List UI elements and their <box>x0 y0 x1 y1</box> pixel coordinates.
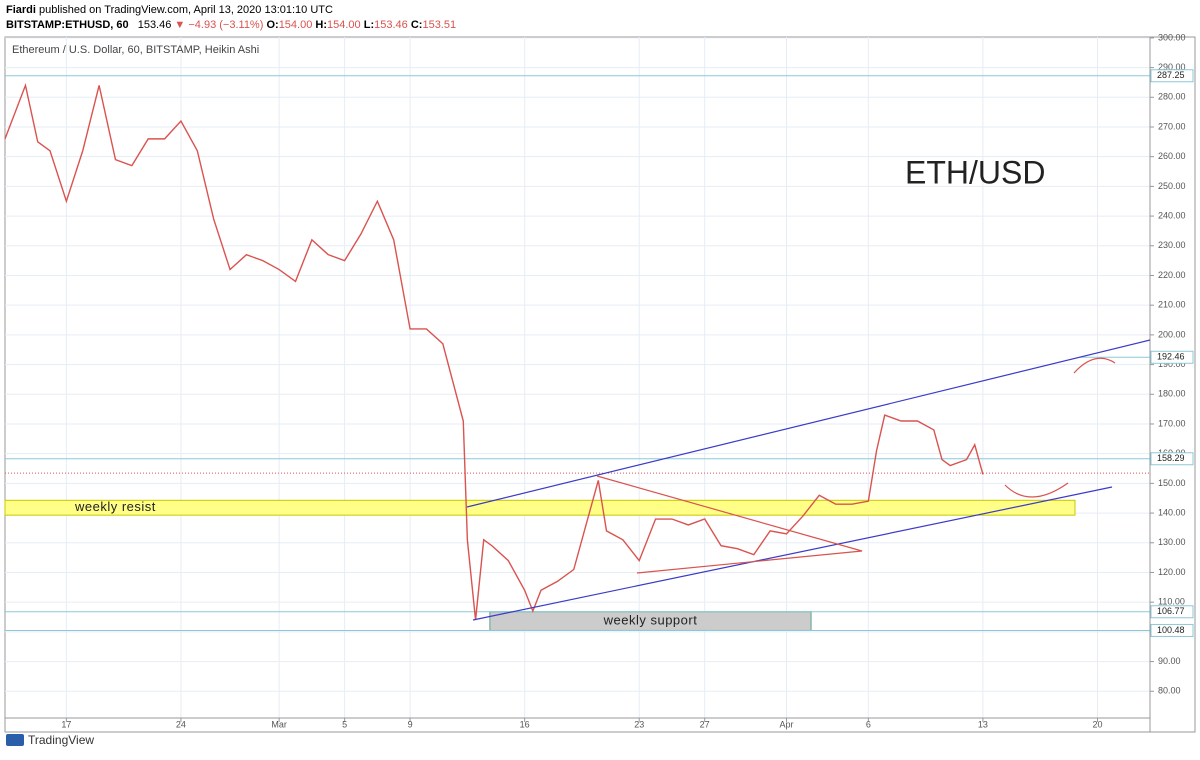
x-tick-label: Apr <box>780 719 794 729</box>
x-tick-label: 24 <box>176 719 186 729</box>
y-tick-label: 300.00 <box>1158 32 1186 42</box>
published: published on TradingView.com, April 13, … <box>39 4 333 16</box>
level-label: 106.77 <box>1157 606 1185 616</box>
y-tick-label: 120.00 <box>1158 567 1186 577</box>
y-tick-label: 90.00 <box>1158 656 1181 666</box>
symbol: BITSTAMP:ETHUSD, 60 <box>6 19 129 31</box>
channel-lower <box>472 486 1113 621</box>
brand: TradingView <box>28 733 94 747</box>
ohlc-key: L: <box>364 19 374 31</box>
y-tick-label: 180.00 <box>1158 389 1186 399</box>
channel-upper <box>466 339 1151 508</box>
arrow-curve <box>1004 482 1069 498</box>
drawings <box>466 339 1151 621</box>
x-tick-label: 17 <box>61 719 71 729</box>
publish-line: Fiardi published on TradingView.com, Apr… <box>6 4 333 16</box>
logo-icon <box>6 734 24 746</box>
ohlc-value: 153.46 <box>374 19 408 31</box>
y-tick-label: 230.00 <box>1158 240 1186 250</box>
y-tick-label: 190.00 <box>1158 359 1186 369</box>
level-label: 287.25 <box>1157 70 1185 80</box>
x-tick-label: 16 <box>520 719 530 729</box>
y-tick-label: 210.00 <box>1158 300 1186 310</box>
y-tick-label: 260.00 <box>1158 151 1186 161</box>
x-tick-label: 13 <box>978 719 988 729</box>
y-tick-label: 220.00 <box>1158 270 1186 280</box>
chart-frame <box>4 36 1196 733</box>
y-tick-label: 110.00 <box>1158 597 1185 607</box>
y-tick-label: 80.00 <box>1158 686 1181 696</box>
level-box <box>1150 452 1194 466</box>
x-tick-label: 6 <box>866 719 871 729</box>
plot <box>4 37 1150 718</box>
ohlc-value: 154.00 <box>279 19 313 31</box>
symbol-line: BITSTAMP:ETHUSD, 60 153.46 ▼ −4.93 (−3.1… <box>6 19 456 31</box>
author: Fiardi <box>6 4 36 16</box>
level-box <box>1150 350 1194 364</box>
ohlc-value: 154.00 <box>327 19 361 31</box>
x-tick-label: 20 <box>1092 719 1102 729</box>
y-tick-label: 280.00 <box>1158 92 1186 102</box>
level-label: 158.29 <box>1157 453 1185 463</box>
y-tick-label: 290.00 <box>1158 62 1186 72</box>
y-tick-label: 250.00 <box>1158 181 1186 191</box>
y-tick-label: 140.00 <box>1158 507 1186 517</box>
y-tick-label: 170.00 <box>1158 418 1186 428</box>
y-tick-label: 270.00 <box>1158 121 1186 131</box>
ohlc-key: O: <box>266 19 278 31</box>
price-line <box>4 82 984 621</box>
x-tick-label: 9 <box>408 719 413 729</box>
x-tick-label: 27 <box>700 719 710 729</box>
x-tick-label: 23 <box>634 719 644 729</box>
ohlc-value: 153.51 <box>422 19 456 31</box>
y-tick-label: 130.00 <box>1158 537 1186 547</box>
y-tick-label: 200.00 <box>1158 329 1186 339</box>
last: 153.46 <box>138 19 172 31</box>
level-box <box>1150 623 1194 637</box>
ohlc-key: C: <box>411 19 423 31</box>
chart-title: Ethereum / U.S. Dollar, 60, BITSTAMP, He… <box>12 44 259 56</box>
level-label: 192.46 <box>1157 352 1185 362</box>
footer-logo: TradingView <box>6 733 94 747</box>
zone-label: weekly resist <box>74 499 156 514</box>
arrow-curve <box>1073 357 1116 374</box>
y-tick-label: 240.00 <box>1158 210 1186 220</box>
level-box <box>1150 69 1194 83</box>
triangle <box>596 475 863 574</box>
ohlc-key: H: <box>315 19 327 31</box>
annotation: ETH/USD <box>905 154 1045 190</box>
x-tick-label: Mar <box>271 719 287 729</box>
zone <box>4 499 1076 516</box>
zone-label: weekly support <box>603 613 698 628</box>
level-label: 100.48 <box>1157 625 1185 635</box>
change: ▼ −4.93 (−3.11%) <box>174 19 263 31</box>
level-box <box>1150 605 1194 619</box>
x-tick-label: 5 <box>342 719 347 729</box>
y-tick-label: 150.00 <box>1158 478 1186 488</box>
